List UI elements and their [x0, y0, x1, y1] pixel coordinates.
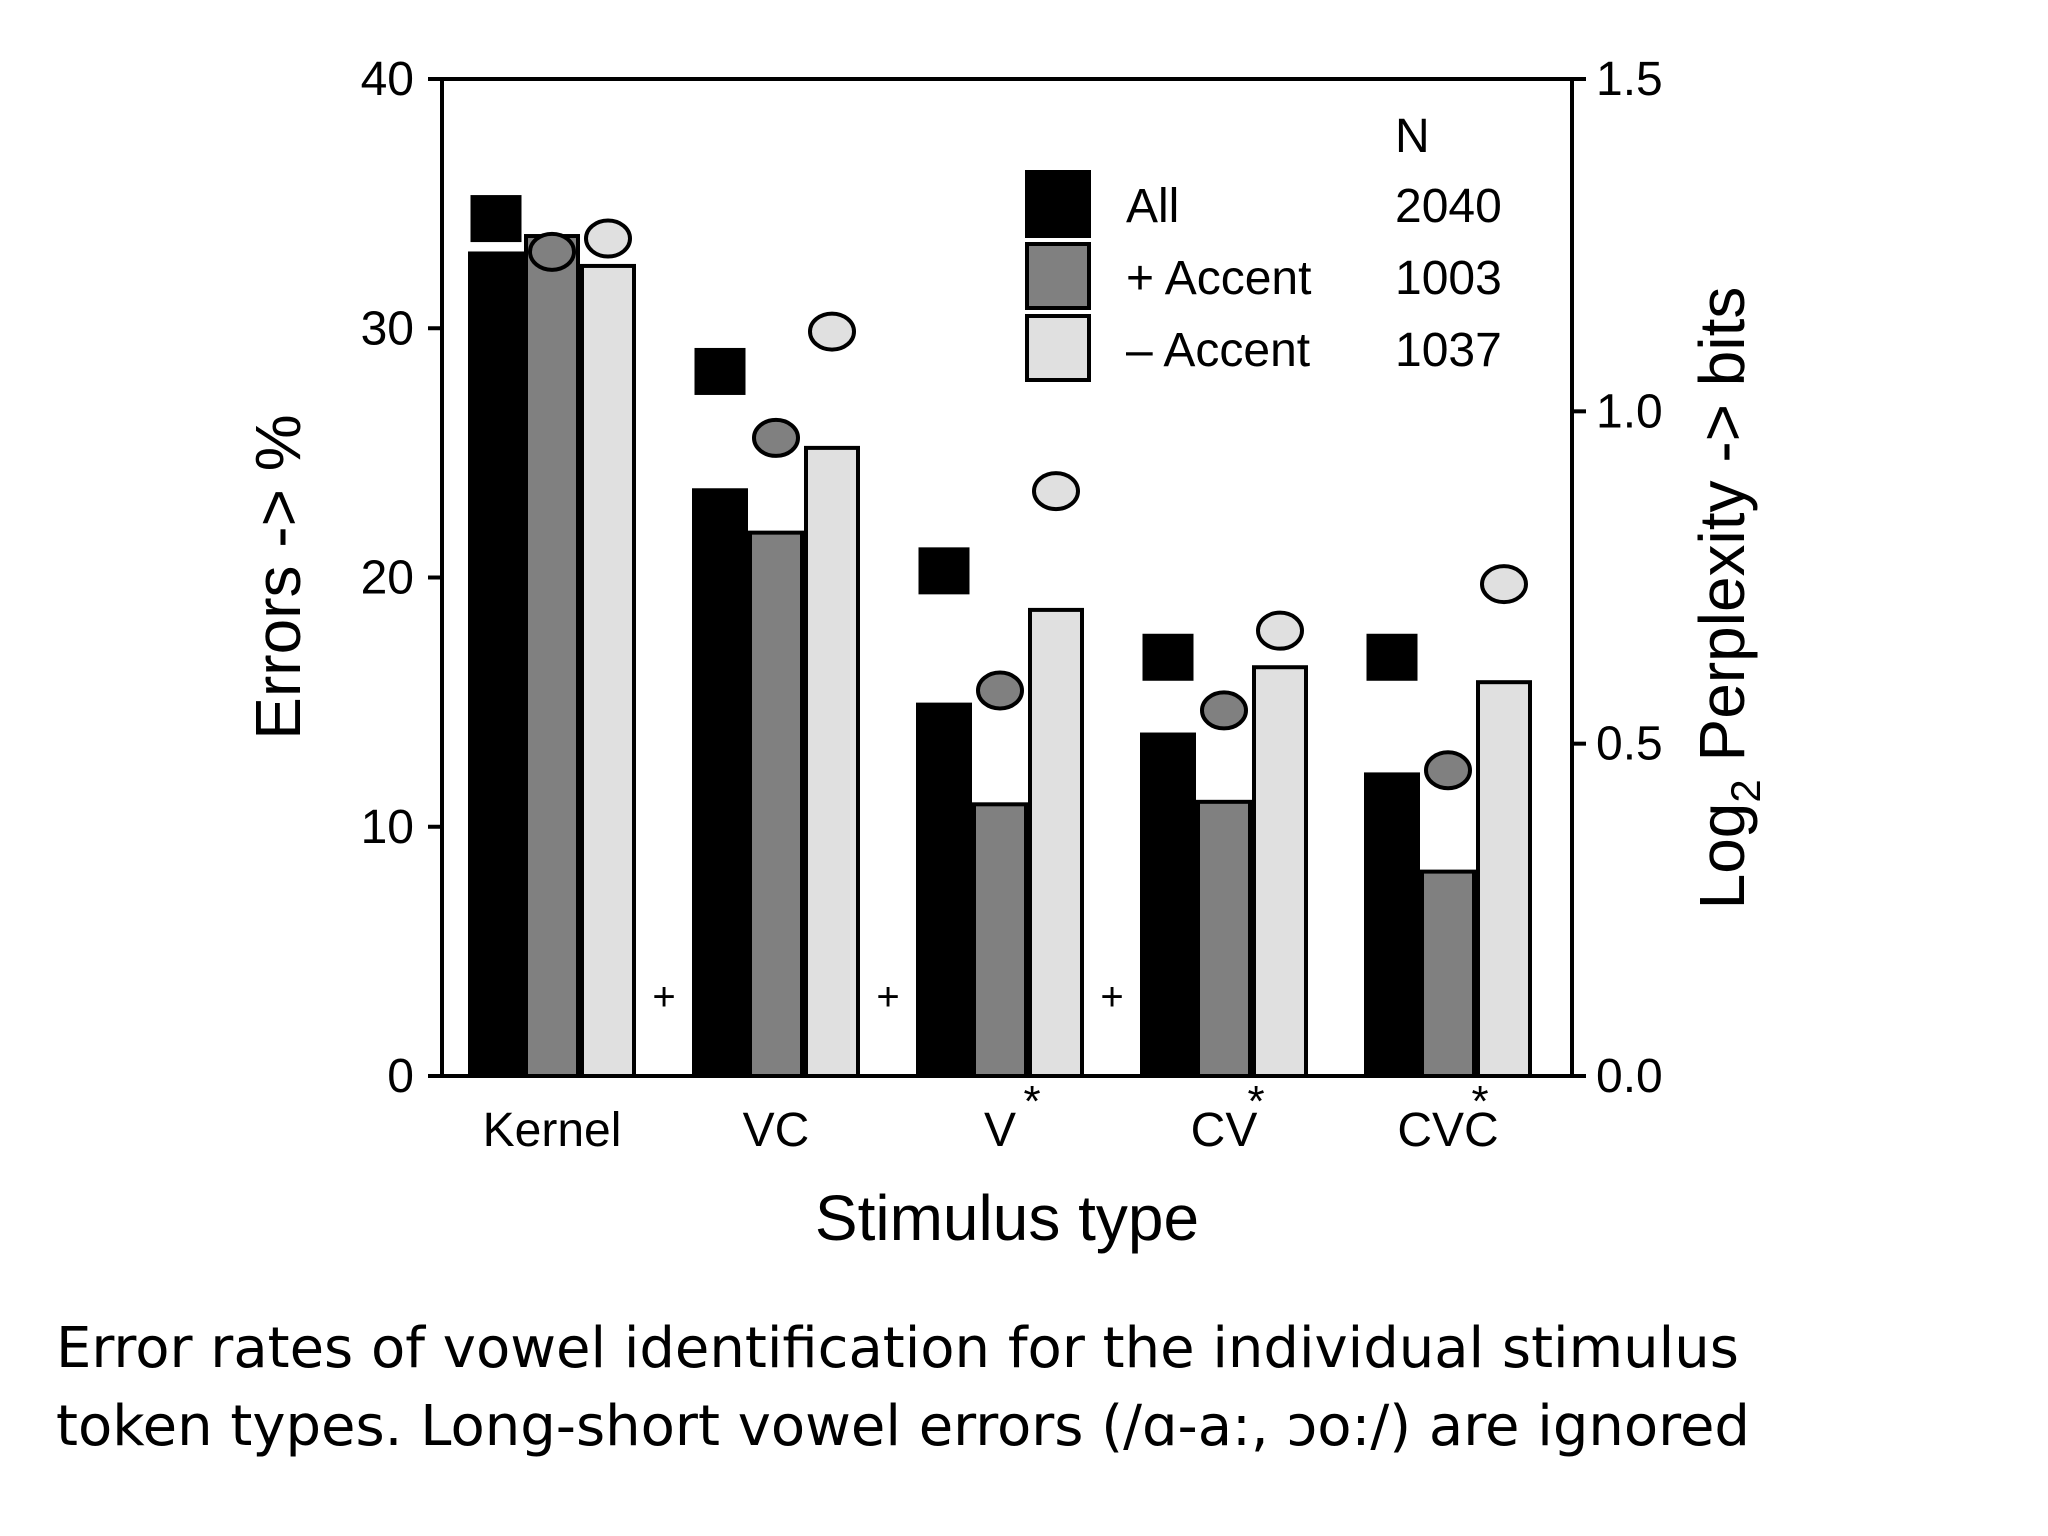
legend-count: 2040	[1395, 180, 1502, 233]
caption-line-1: Error rates of vowel identification for …	[56, 1316, 1739, 1381]
figure-caption: Error rates of vowel identification for …	[56, 1310, 2016, 1466]
significance-plus-mark: +	[1100, 975, 1123, 1019]
legend-label: All	[1126, 180, 1179, 233]
bar-accent-v	[972, 802, 1028, 1078]
bar-all-v	[916, 702, 972, 1078]
perplexity-marker-all-v	[918, 547, 970, 595]
perplexity-marker-accent-cv	[1200, 690, 1248, 731]
y2-tick-label: 0.0	[1596, 1050, 1663, 1103]
x-tick-label: VC	[743, 1104, 810, 1157]
bar-accent-vc	[804, 445, 860, 1078]
x-tick-label: CVC	[1397, 1104, 1498, 1157]
y-tick-label: 30	[361, 302, 414, 355]
bar-accent-kernel	[580, 263, 636, 1078]
y2-axis-title: Log2 Perplexity -> bits	[1686, 287, 1769, 910]
y-tick-label: 40	[361, 53, 414, 106]
legend-count: 1003	[1395, 252, 1502, 305]
perplexity-marker-all-cv	[1142, 633, 1194, 681]
bar-accent-kernel	[524, 234, 580, 1078]
legend-header: N	[1395, 110, 1430, 163]
perplexity-marker-accent-kernel	[584, 218, 632, 259]
perplexity-marker-accent-v	[976, 670, 1024, 711]
perplexity-marker-all-cvc	[1366, 633, 1418, 681]
legend-swatch	[1025, 314, 1091, 382]
perplexity-marker-accent-cvc	[1424, 750, 1472, 791]
perplexity-marker-accent-v	[1032, 471, 1080, 512]
perplexity-marker-all-vc	[694, 347, 746, 395]
bar-all-vc	[692, 488, 748, 1078]
x-tick-label: Kernel	[483, 1104, 622, 1157]
x-tick-label: CV	[1191, 1104, 1258, 1157]
y-tick-label: 10	[361, 801, 414, 854]
caption-line-2: token types. Long-short vowel errors (/ɑ…	[56, 1394, 1750, 1459]
y2-tick-label: 1.5	[1596, 53, 1663, 106]
bar-accent-cvc	[1476, 680, 1532, 1078]
bar-all-cvc	[1364, 772, 1420, 1078]
y-tick-label: 20	[361, 552, 414, 605]
bar-accent-vc	[748, 530, 804, 1078]
bar-accent-cv	[1196, 799, 1252, 1078]
legend-swatch	[1025, 170, 1091, 238]
x-tick-label: V	[984, 1104, 1016, 1157]
perplexity-marker-accent-cv	[1256, 610, 1304, 651]
y-axis-title: Errors -> %	[242, 414, 314, 739]
x-tick-asterisk: *	[1023, 1077, 1040, 1126]
significance-plus-mark: +	[876, 975, 899, 1019]
x-tick-asterisk: *	[1471, 1077, 1488, 1126]
perplexity-marker-accent-cvc	[1480, 564, 1528, 605]
legend-label: – Accent	[1126, 324, 1310, 377]
x-axis-title: Stimulus type	[815, 1182, 1199, 1254]
legend-swatch	[1025, 242, 1091, 310]
perplexity-marker-accent-vc	[752, 417, 800, 458]
bar-accent-cvc	[1420, 869, 1476, 1078]
y2-tick-label: 0.5	[1596, 718, 1663, 771]
bar-all-cv	[1140, 732, 1196, 1079]
perplexity-marker-all-kernel	[470, 195, 522, 243]
perplexity-marker-accent-vc	[808, 311, 856, 352]
bar-accent-cv	[1252, 665, 1308, 1078]
y-tick-label: 0	[387, 1050, 414, 1103]
bar-accent-v	[1028, 607, 1084, 1079]
significance-plus-mark: +	[652, 975, 675, 1019]
x-tick-asterisk: *	[1247, 1077, 1264, 1126]
y2-tick-label: 1.0	[1596, 385, 1663, 438]
bar-all-kernel	[468, 251, 524, 1079]
legend-label: + Accent	[1126, 252, 1311, 305]
perplexity-marker-accent-kernel	[528, 231, 576, 272]
legend-count: 1037	[1395, 324, 1502, 377]
